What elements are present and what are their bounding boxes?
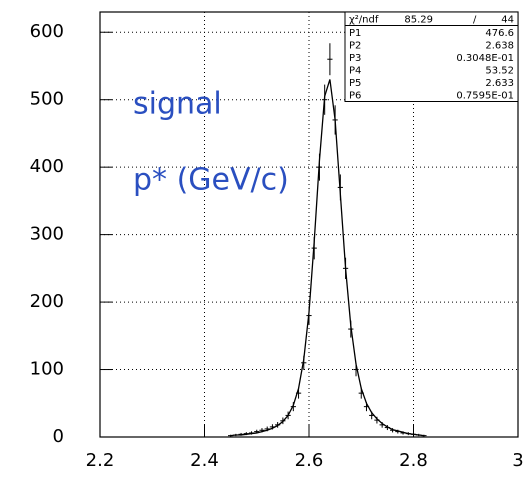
x-tick-label: 2.6: [295, 450, 324, 471]
x-tick-label: 2.2: [86, 450, 115, 471]
y-tick-label: 0: [53, 426, 64, 447]
stats-label: χ²/ndf: [349, 14, 379, 25]
y-tick-label: 300: [30, 224, 64, 245]
x-tick-label: 3: [512, 450, 523, 471]
y-tick-label: 600: [30, 21, 64, 42]
fit-curve: [230, 79, 425, 437]
x-tick-label: 2.4: [190, 450, 219, 471]
stats-label: P3: [349, 53, 361, 64]
stats-value: 0.3048E-01: [456, 53, 514, 64]
stats-label: P2: [349, 40, 361, 51]
annotation: p* (GeV/c): [133, 163, 289, 198]
stats-label: P6: [349, 90, 361, 101]
stats-value: 53.52: [485, 65, 514, 76]
stats-value: 0.7595E-01: [456, 90, 514, 101]
x-tick-label: 2.8: [399, 450, 428, 471]
stats-box: [344, 11, 519, 102]
stats-label: P5: [349, 78, 361, 89]
stats-label: P1: [349, 28, 361, 39]
y-tick-label: 100: [30, 359, 64, 380]
annotation: signal: [133, 87, 222, 122]
y-tick-label: 400: [30, 156, 64, 177]
y-tick-label: 500: [30, 89, 64, 110]
stats-value: 476.6: [485, 28, 514, 39]
y-tick-label: 200: [30, 291, 64, 312]
stats-value: 44: [501, 14, 514, 25]
stats-label: P4: [349, 65, 361, 76]
stats-value: /: [473, 14, 477, 25]
stats-value: 85.29: [404, 14, 433, 25]
stats-value: 2.633: [485, 78, 514, 89]
stats-value: 2.638: [485, 40, 514, 51]
